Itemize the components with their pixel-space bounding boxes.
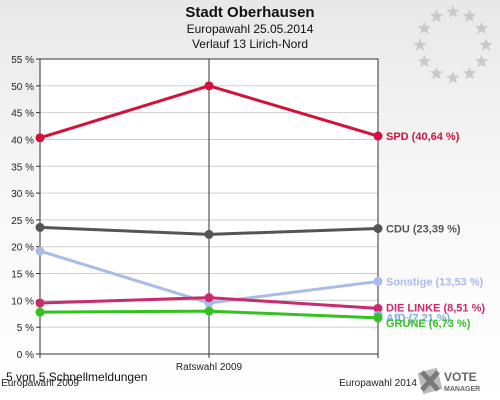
y-tick-label: 20 % — [11, 243, 34, 254]
chart-title: Stadt Oberhausen — [185, 4, 315, 21]
data-point — [373, 276, 383, 286]
logo-manager-text: MANAGER — [444, 386, 480, 393]
y-tick-label: 30 % — [11, 189, 34, 200]
chart-header: Stadt Oberhausen Europawahl 25.05.2014 V… — [0, 4, 500, 52]
series-end-label: SPD (40,64 %) — [386, 131, 460, 143]
votemanager-logo: VOTE MANAGER — [418, 367, 480, 395]
data-point — [35, 222, 45, 232]
data-point — [35, 133, 45, 143]
series-end-label: Sonstige (13,53 %) — [386, 276, 484, 288]
logo-vote-text: VOTE — [444, 370, 477, 384]
y-tick-label: 55 % — [11, 55, 34, 66]
report-status-note: 5 von 5 Schnellmeldungen — [6, 370, 148, 384]
data-point — [204, 293, 214, 303]
data-point — [204, 229, 214, 239]
data-point — [35, 246, 45, 256]
x-tick-label: Europawahl 2009 — [1, 378, 79, 389]
data-point — [373, 224, 383, 234]
y-tick-label: 0 % — [17, 350, 34, 361]
y-tick-label: 5 % — [17, 323, 34, 334]
plot-border — [39, 58, 379, 355]
y-tick-label: 50 % — [11, 82, 34, 93]
series-end-label: CDU (23,39 %) — [386, 224, 461, 236]
data-point — [204, 306, 214, 316]
x-tick-label: Europawahl 2014 — [339, 378, 417, 389]
y-tick-label: 40 % — [11, 135, 34, 146]
y-tick-label: 45 % — [11, 109, 34, 120]
x-tick-label: Ratswahl 2009 — [176, 362, 243, 373]
data-point — [35, 307, 45, 317]
y-tick-label: 35 % — [11, 162, 34, 173]
data-point — [373, 131, 383, 141]
series-end-label: GRÜNE (6,73 %) — [386, 317, 471, 330]
y-tick-label: 15 % — [11, 270, 34, 281]
chart-subtitle-election: Europawahl 25.05.2014 — [186, 22, 314, 36]
data-point — [204, 81, 214, 91]
series-end-label: DIE LINKE (8,51 %) — [386, 302, 485, 314]
data-point — [373, 313, 383, 323]
y-tick-label: 10 % — [11, 296, 34, 307]
series-end-label: AfD (7,21 %) — [386, 312, 451, 324]
data-point — [373, 303, 383, 313]
chart-subtitle-district: Verlauf 13 Lirich-Nord — [191, 37, 309, 51]
y-tick-label: 25 % — [11, 216, 34, 227]
data-point — [35, 298, 45, 308]
